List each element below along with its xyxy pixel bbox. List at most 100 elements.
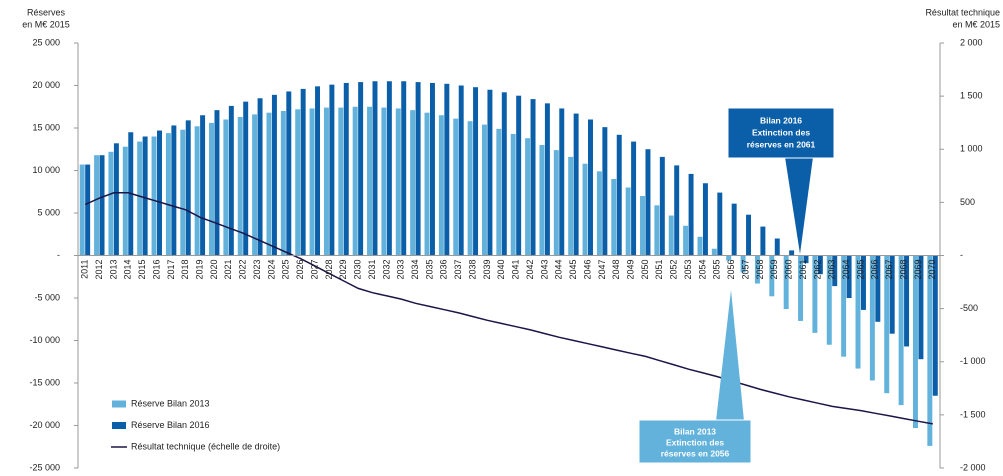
x-tick-label: 2063: [827, 260, 837, 280]
bar: [912, 255, 918, 429]
callout-box: [638, 419, 752, 464]
bar: [209, 122, 214, 256]
bar: [309, 108, 315, 256]
bar: [898, 255, 904, 406]
bar: [726, 255, 732, 261]
bar: [481, 124, 487, 256]
bar: [280, 111, 286, 256]
bar: [487, 89, 493, 256]
bar: [496, 128, 502, 256]
x-tick-label: 2042: [525, 260, 535, 280]
bar: [99, 155, 105, 256]
bar: [654, 205, 660, 256]
bar: [237, 116, 243, 256]
annotation: Bilan 2013 Extinction des réserves en 20…: [638, 290, 752, 464]
bar: [530, 99, 536, 256]
bar: [79, 164, 85, 256]
bar: [659, 156, 665, 256]
y2-tick-label: 500: [960, 197, 975, 207]
bar: [165, 133, 171, 256]
bar: [731, 203, 737, 256]
x-tick-label: 2013: [108, 260, 118, 280]
bar: [343, 82, 349, 256]
bar: [625, 187, 631, 256]
bar: [329, 84, 335, 256]
y-tick-label: 15 000: [32, 122, 60, 132]
bar: [826, 255, 832, 345]
bar: [381, 107, 387, 256]
bar: [812, 255, 818, 333]
x-tick-label: 2026: [295, 260, 305, 280]
bar: [611, 179, 617, 256]
legend-label: Réserve Bilan 2016: [131, 420, 210, 430]
bar: [338, 107, 344, 256]
bar: [769, 255, 775, 297]
bar: [798, 255, 804, 321]
bar: [746, 214, 752, 256]
legend-label: Réserve Bilan 2013: [131, 398, 210, 408]
bar: [774, 238, 780, 256]
bar: [510, 133, 516, 256]
bar: [122, 146, 128, 256]
bar: [525, 138, 531, 256]
bar: [573, 113, 579, 256]
x-tick-label: 2015: [137, 260, 147, 280]
x-tick-label: 2065: [855, 260, 865, 280]
bar: [702, 183, 708, 256]
bar: [300, 88, 306, 256]
bar: [616, 134, 622, 256]
annotation-text: Extinction des: [666, 437, 724, 447]
y-tick-label: 20 000: [32, 80, 60, 90]
bar: [841, 255, 847, 357]
x-tick-label: 2052: [669, 260, 679, 280]
bar: [271, 94, 277, 256]
bar: [323, 107, 329, 256]
x-tick-label: 2055: [712, 260, 722, 280]
x-tick-label: 2024: [266, 260, 276, 280]
y2-tick-label: 2 000: [960, 37, 983, 47]
bar: [257, 98, 263, 256]
x-tick-label: 2027: [309, 260, 319, 280]
x-tick-label: 2067: [884, 260, 894, 280]
bar: [94, 155, 100, 256]
bar: [855, 255, 861, 369]
bar: [108, 151, 114, 256]
bar: [553, 150, 559, 256]
bar: [932, 255, 938, 396]
x-tick-label: 2066: [870, 260, 880, 280]
x-tick-label: 2016: [151, 260, 161, 280]
bar: [180, 129, 186, 256]
x-tick-label: 2070: [927, 260, 937, 280]
legend-swatch: [112, 400, 126, 408]
bar: [429, 82, 435, 256]
y-tick-label: -: [57, 250, 60, 260]
bar: [315, 86, 321, 256]
bar: [596, 171, 602, 256]
callout-pointer: [716, 290, 744, 421]
x-tick-label: 2017: [166, 260, 176, 280]
bar: [85, 164, 91, 256]
bar: [386, 81, 392, 256]
y-tick-label: -20 000: [29, 420, 60, 430]
annotation-text: réserves en 2056: [661, 448, 730, 458]
x-tick-label: 2054: [697, 260, 707, 280]
x-tick-label: 2049: [625, 260, 635, 280]
annotation-text: Bilan 2016: [760, 115, 802, 125]
x-tick-label: 2045: [568, 260, 578, 280]
annotation-text: Extinction des: [752, 127, 810, 137]
bar: [927, 255, 933, 446]
x-tick-label: 2032: [381, 260, 391, 280]
y-tick-label: -15 000: [29, 377, 60, 387]
x-tick-label: 2021: [223, 260, 233, 280]
bar: [352, 106, 358, 256]
bar: [200, 115, 206, 256]
bar: [688, 173, 694, 256]
x-tick-label: 2053: [683, 260, 693, 280]
y2-axis-title: Résultat technique: [925, 7, 1000, 17]
bar: [185, 120, 191, 256]
x-tick-label: 2046: [582, 260, 592, 280]
y-tick-label: 25 000: [32, 37, 60, 47]
x-tick-label: 2018: [180, 260, 190, 280]
bar: [151, 136, 157, 256]
